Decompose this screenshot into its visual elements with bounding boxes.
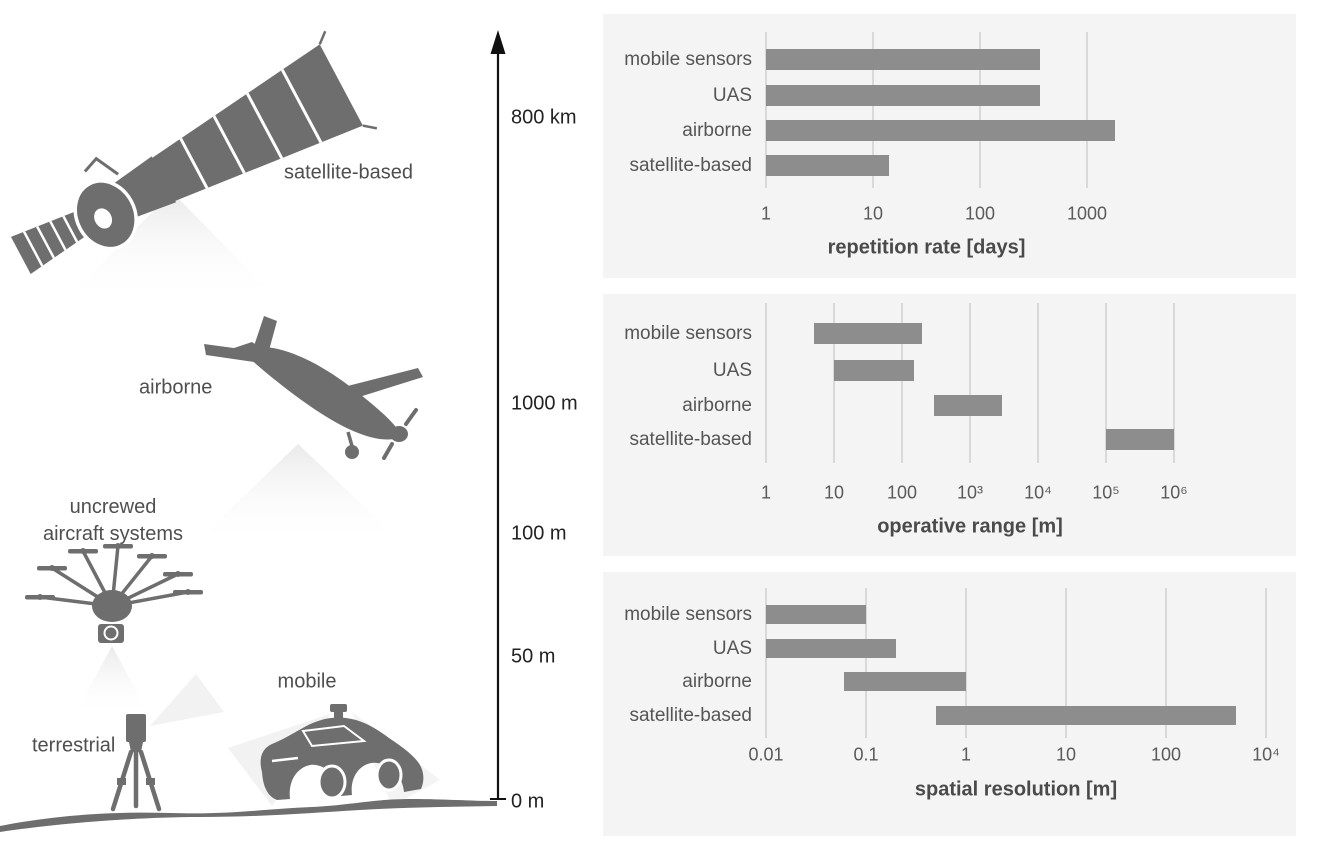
category-label: mobile sensors — [624, 322, 752, 344]
axis-title: operative range [m] — [877, 515, 1063, 538]
label-uas-line2: aircraft systems — [42, 523, 184, 545]
tripod-fov-wedge — [150, 674, 224, 726]
drone-fov-cone — [74, 646, 150, 716]
gridline — [1265, 588, 1267, 738]
tick-label: 1 — [760, 203, 772, 224]
bar-UAS — [766, 639, 897, 658]
gridline — [979, 32, 981, 188]
tick-label: 10⁴ — [1252, 744, 1280, 765]
gridline — [1173, 303, 1175, 463]
category-label: mobile sensors — [624, 603, 752, 625]
gridline — [865, 588, 867, 738]
ground-line — [0, 799, 497, 832]
gridline — [969, 303, 971, 463]
tick-label: 1 — [760, 482, 772, 503]
bar-airborne — [766, 120, 1115, 141]
bar-airborne — [934, 395, 1003, 416]
tick-label: 10⁶ — [1160, 482, 1188, 503]
altitude-label-1000m: 1000 m — [511, 392, 578, 415]
category-label: airborne — [682, 394, 752, 416]
altitude-label-50m: 50 m — [511, 645, 556, 668]
tripod-icon — [110, 714, 162, 812]
tick-label: 100 — [886, 482, 918, 503]
car-icon — [260, 704, 424, 800]
label-mobile: mobile — [277, 670, 337, 693]
tick-label: 10⁴ — [1024, 482, 1052, 503]
altitude-arrow — [490, 30, 506, 800]
bar-mobile-sensors — [766, 49, 1041, 70]
gridline — [901, 303, 903, 463]
bar-UAS — [834, 360, 914, 381]
bar-satellite-based — [766, 155, 889, 176]
gridline — [1086, 32, 1088, 188]
axis-title: spatial resolution [m] — [914, 778, 1118, 801]
chart-panel-spatial-resolution: 0.01 0.1 1 10 100 10⁴ mobile sensors UAS airborn… — [603, 572, 1296, 836]
gridline — [833, 303, 835, 463]
gridline — [1165, 588, 1167, 738]
car-rear-wheel — [317, 764, 347, 800]
bar-mobile-sensors — [766, 605, 866, 624]
label-uncrewed-aircraft-systems: uncrewed aircraft systems — [23, 494, 203, 548]
chart-panel-operative-range: 1 10 100 10³ 10⁴ 10⁵ 10⁶ mobile sensors UAS airbo… — [603, 294, 1296, 556]
tick-label: 10³ — [956, 482, 984, 503]
gridline — [1105, 303, 1107, 463]
category-label: mobile sensors — [624, 48, 752, 70]
tick-label: 10⁵ — [1092, 482, 1120, 503]
category-label: satellite-based — [629, 154, 752, 176]
gridline — [1037, 303, 1039, 463]
satellite-fov-cone — [64, 192, 280, 302]
label-uas-line1: uncrewed — [69, 496, 157, 518]
illustration-canvas — [0, 30, 506, 832]
chart-panel-repetition-rate: 1 10 100 1000 mobile sensors UAS airborne satel… — [603, 14, 1296, 278]
tick-label: 0.1 — [853, 744, 879, 765]
tick-label: 10 — [1055, 744, 1077, 765]
bar-satellite-based — [1106, 429, 1174, 450]
gridline — [765, 32, 767, 188]
label-airborne: airborne — [139, 376, 213, 399]
category-label: UAS — [712, 84, 752, 106]
car-front-wheel — [375, 758, 403, 792]
tick-label: 10 — [862, 203, 884, 224]
gridline — [765, 588, 767, 738]
airplane-icon — [204, 316, 423, 460]
altitude-label-800km: 800 km — [511, 106, 577, 129]
category-label: satellite-based — [629, 704, 752, 726]
tick-label: 100 — [964, 203, 996, 224]
airplane-fov-cone — [192, 444, 406, 546]
label-terrestrial: terrestrial — [32, 734, 116, 757]
drone-icon — [25, 543, 203, 643]
altitude-label-0m: 0 m — [511, 790, 545, 813]
label-satellite-based: satellite-based — [284, 161, 413, 184]
bar-satellite-based — [935, 706, 1236, 725]
tick-label: 1000 — [1066, 203, 1108, 224]
gridline — [1065, 588, 1067, 738]
gridline — [872, 32, 874, 188]
category-label: airborne — [682, 670, 752, 692]
category-label: UAS — [712, 637, 752, 659]
bar-mobile-sensors — [813, 323, 923, 344]
category-label: UAS — [712, 359, 752, 381]
tick-label: 10 — [823, 482, 845, 503]
category-label: airborne — [682, 119, 752, 141]
tick-label: 0.01 — [748, 744, 784, 765]
gridline — [965, 588, 967, 738]
category-label: satellite-based — [629, 428, 752, 450]
gridline — [765, 303, 767, 463]
tick-label: 1 — [960, 744, 972, 765]
bar-airborne — [843, 672, 966, 691]
bar-UAS — [766, 85, 1041, 106]
tick-label: 100 — [1150, 744, 1182, 765]
axis-title: repetition rate [days] — [827, 236, 1026, 259]
altitude-label-100m: 100 m — [511, 522, 567, 545]
